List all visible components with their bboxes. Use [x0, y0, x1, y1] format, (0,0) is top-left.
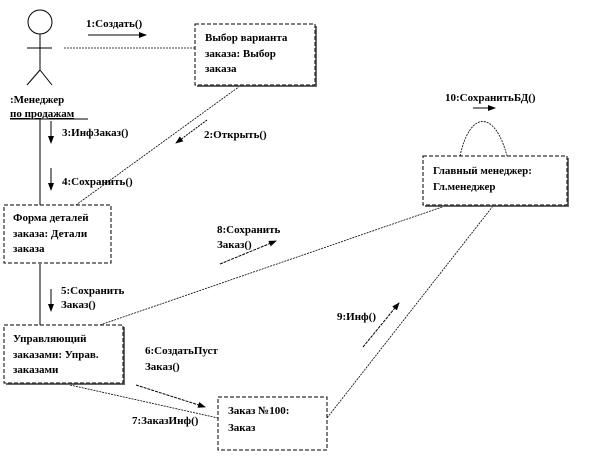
- object-label: заказа: [205, 63, 237, 75]
- message-7: 7:ЗаказИнф(): [132, 415, 199, 427]
- object-chief-manager[interactable]: Главный менеджер: Гл.менеджер: [422, 155, 569, 207]
- message-10: 10:СохранитьБД(): [445, 92, 536, 111]
- object-order-details[interactable]: Форма деталей заказа: Детали заказа: [3, 204, 112, 264]
- link-manager-order: [69, 384, 219, 419]
- svg-text:Заказ(): Заказ(): [145, 361, 180, 373]
- object-label: Выбор варианта: [205, 32, 288, 44]
- actor-sales-manager[interactable]: :Менеджер по продажам: [10, 9, 88, 120]
- object-label: заказами: Управ.: [13, 349, 99, 361]
- object-label: заказа: Выбор: [205, 48, 276, 60]
- object-label: заказа: Детали: [13, 228, 88, 240]
- svg-text:8:Сохранить: 8:Сохранить: [217, 224, 281, 236]
- object-label: Гл.менеджер: [433, 181, 496, 193]
- message-1: 1:Создать(): [86, 18, 147, 38]
- svg-text:Заказ(): Заказ(): [217, 239, 252, 251]
- svg-text:5:Сохранить: 5:Сохранить: [61, 285, 125, 297]
- svg-text:4:Сохранить(): 4:Сохранить(): [62, 176, 133, 188]
- svg-text:9:Инф(): 9:Инф(): [337, 311, 376, 323]
- object-label: заказами: [13, 364, 59, 376]
- self-link-chief: [459, 121, 508, 157]
- message-2: 2:Открыть(): [175, 119, 267, 144]
- message-6: 6:СоздатьПуст Заказ(): [135, 345, 218, 408]
- object-order-manager[interactable]: Управляющий заказами: Управ. заказами: [3, 324, 125, 385]
- message-9: 9:Инф(): [337, 302, 400, 348]
- link-manager-chief: [99, 205, 446, 326]
- svg-text:1:Создать(): 1:Создать(): [86, 18, 142, 30]
- link-variant-details: [75, 85, 241, 206]
- actor-head-icon: [27, 9, 53, 35]
- object-label: Форма деталей: [13, 212, 89, 224]
- object-order-100[interactable]: Заказ №100: Заказ: [217, 396, 328, 451]
- message-8: 8:Сохранить Заказ(): [217, 224, 281, 265]
- object-variant-select[interactable]: Выбор варианта заказа: Выбор заказа: [194, 23, 317, 87]
- svg-text:10:СохранитьБД(): 10:СохранитьБД(): [445, 92, 536, 104]
- message-3: 3:ИнфЗаказ(): [48, 121, 129, 144]
- object-label: Заказ: [228, 422, 256, 434]
- svg-text:Заказ(): Заказ(): [61, 299, 96, 311]
- svg-text:7:ЗаказИнф(): 7:ЗаказИнф(): [132, 415, 199, 427]
- actor-name-line1: :Менеджер: [10, 94, 64, 106]
- svg-text:6:СоздатьПуст: 6:СоздатьПуст: [145, 345, 218, 357]
- object-label: Заказ №100:: [228, 405, 289, 417]
- svg-text:2:Открыть(): 2:Открыть(): [204, 129, 267, 141]
- actor-name-line2: по продажам: [10, 108, 75, 120]
- object-label: Управляющий: [13, 333, 87, 345]
- message-4: 4:Сохранить(): [48, 168, 133, 191]
- message-5: 5:Сохранить Заказ(): [48, 285, 125, 312]
- svg-text:3:ИнфЗаказ(): 3:ИнфЗаказ(): [62, 127, 129, 139]
- object-label: заказа: [13, 243, 45, 255]
- object-label: Главный менеджер:: [433, 165, 532, 177]
